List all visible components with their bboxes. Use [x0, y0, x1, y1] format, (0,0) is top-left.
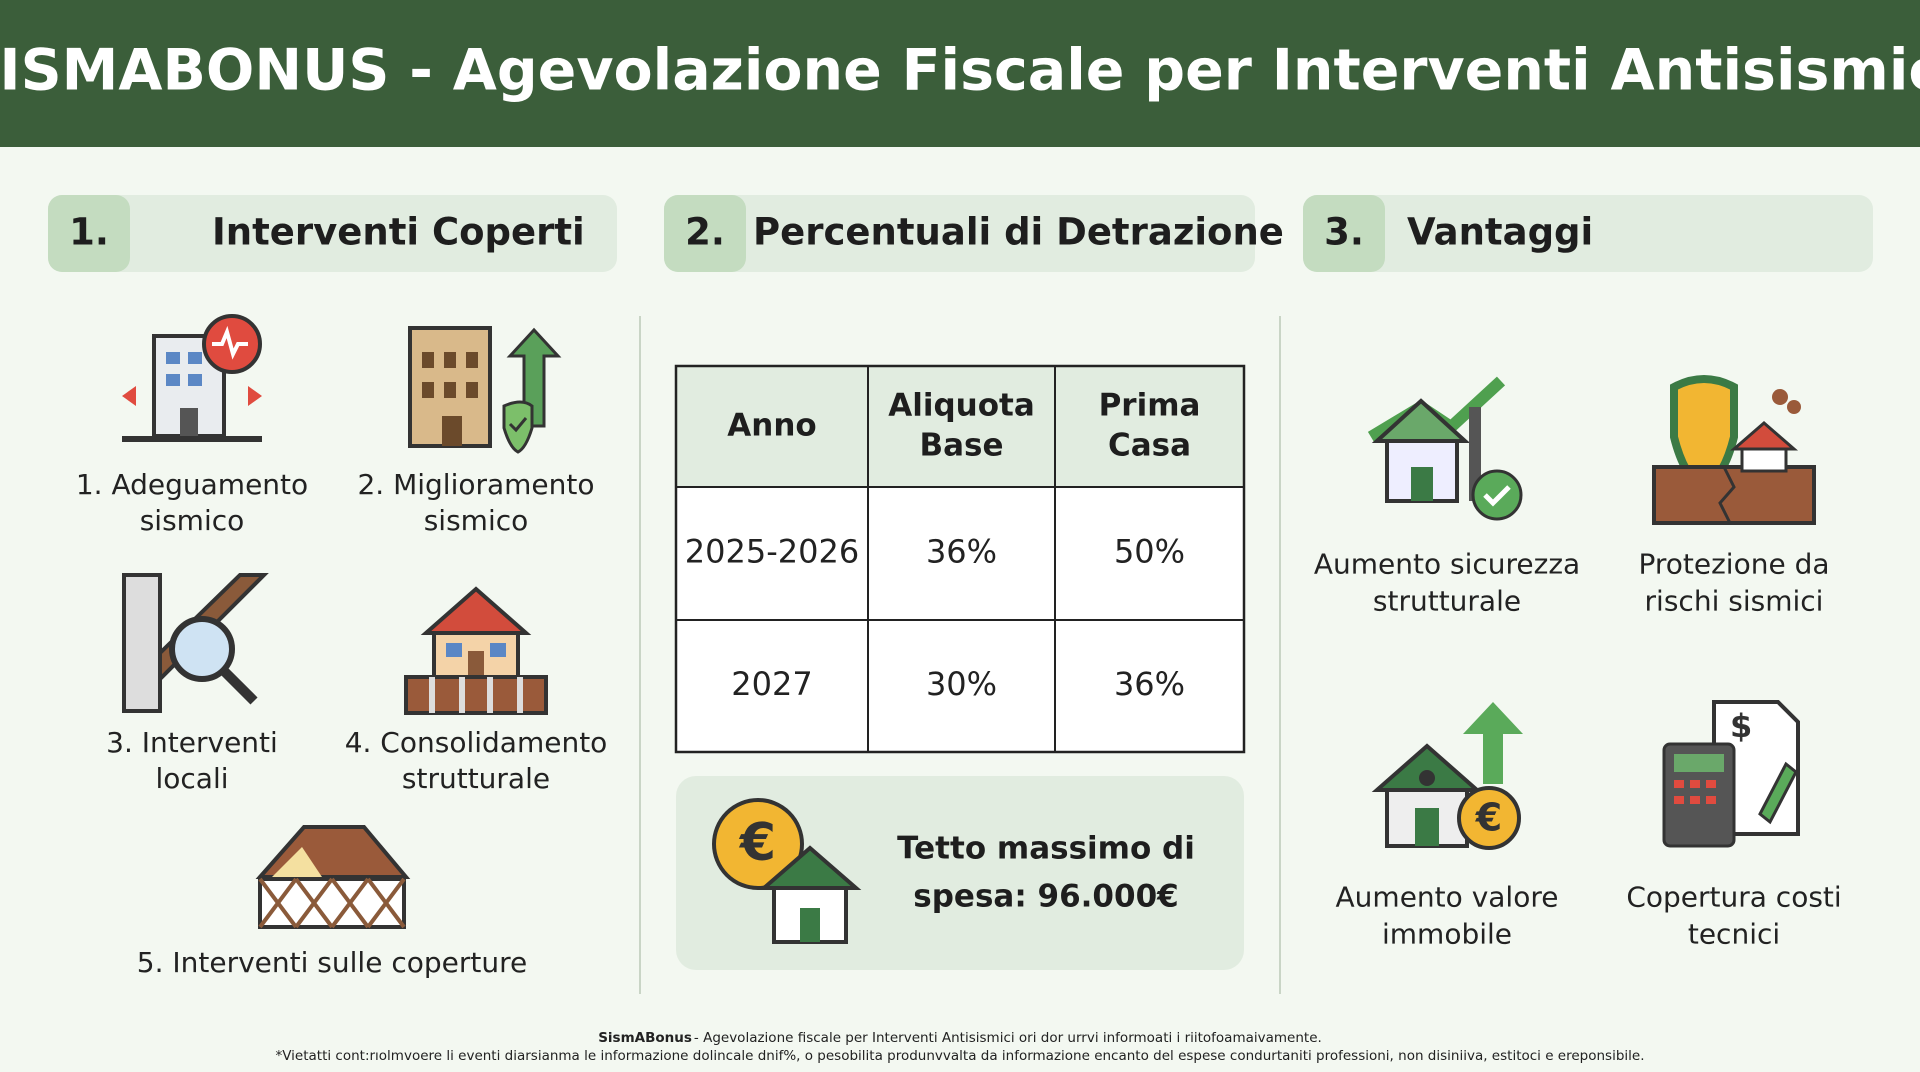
table-cell: 30% — [926, 665, 997, 703]
footer-line: SismABonus - Agevolazione fiscale per Int… — [598, 1030, 1322, 1046]
section-number-box — [1303, 195, 1385, 272]
table-header: Casa — [1108, 428, 1191, 464]
item-label: tecnici — [1688, 918, 1780, 951]
table-cell: 50% — [1114, 533, 1185, 571]
section-number: 1. — [69, 211, 109, 254]
item-label: Protezione da — [1638, 548, 1829, 581]
table-border — [674, 364, 1246, 754]
footer-line: *Vietatti cont:rıolmvoere li eventi diar… — [275, 1048, 1644, 1064]
item-label: Aumento valore — [1336, 881, 1559, 914]
icon-seismic-building — [122, 314, 262, 442]
item-label: sismico — [140, 504, 245, 537]
icon-value: € — [1371, 702, 1523, 850]
svg-text:$: $ — [1730, 707, 1752, 745]
section-number: 2. — [685, 211, 725, 254]
note-text: Tetto massimo di — [897, 831, 1195, 867]
note-text: spesa: 96.000€ — [913, 879, 1178, 915]
table-header: Aliquota — [888, 388, 1035, 424]
table-cell: 36% — [926, 533, 997, 571]
footer-brand: SismABonus — [598, 1030, 692, 1046]
icon-roof — [255, 825, 411, 929]
item-label: sismico — [424, 504, 529, 537]
item-label: rischi sismici — [1645, 585, 1824, 618]
table-header: Prima — [1099, 388, 1201, 424]
header-bar — [0, 0, 1920, 147]
icon-costs: $ — [1662, 700, 1800, 848]
icon-safety — [1367, 376, 1523, 521]
table-header-bg — [676, 366, 1244, 487]
table-cell: 2027 — [731, 665, 812, 703]
table-header: Anno — [727, 408, 816, 444]
svg-text:€: € — [739, 813, 776, 873]
icon-local — [122, 573, 269, 713]
icon-coin-house: € — [712, 798, 862, 944]
item-label: 1. Adeguamento — [76, 468, 308, 501]
icon-protection — [1652, 375, 1816, 525]
section-header — [1303, 195, 1873, 272]
footer-text: - Agevolazione fiscale per Interventi An… — [694, 1030, 1322, 1046]
table-header: Base — [919, 428, 1003, 464]
section-header — [48, 195, 617, 272]
item-label: 2. Miglioramento — [357, 468, 594, 501]
item-label: 3. Interventi — [106, 726, 278, 759]
section-number: 3. — [1324, 211, 1364, 254]
item-label: strutturale — [402, 762, 550, 795]
icon-consolidation — [404, 586, 548, 715]
section-title: Interventi Coperti — [212, 211, 585, 254]
svg-text:€: € — [1475, 796, 1502, 840]
table-cell: 2025-2026 — [685, 533, 859, 571]
page-title: SISMABONUS - Agevolazione Fiscale per In… — [0, 38, 1920, 104]
item-label: immobile — [1382, 918, 1512, 951]
item-label: Aumento sicurezza — [1314, 548, 1580, 581]
item-label: 4. Consolidamento — [345, 726, 608, 759]
item-label: locali — [155, 762, 228, 795]
section-number-box — [48, 195, 130, 272]
section-header — [664, 195, 1255, 272]
section-title: Percentuali di Detrazione — [753, 211, 1284, 254]
item-label: Copertura costi — [1626, 881, 1841, 914]
item-label: 5. Interventi sulle coperture — [137, 946, 527, 979]
table-cell: 36% — [1114, 665, 1185, 703]
section-title: Vantaggi — [1407, 211, 1593, 254]
icon-improvement — [408, 326, 562, 454]
item-label: strutturale — [1373, 585, 1521, 618]
section-number-box — [664, 195, 746, 272]
